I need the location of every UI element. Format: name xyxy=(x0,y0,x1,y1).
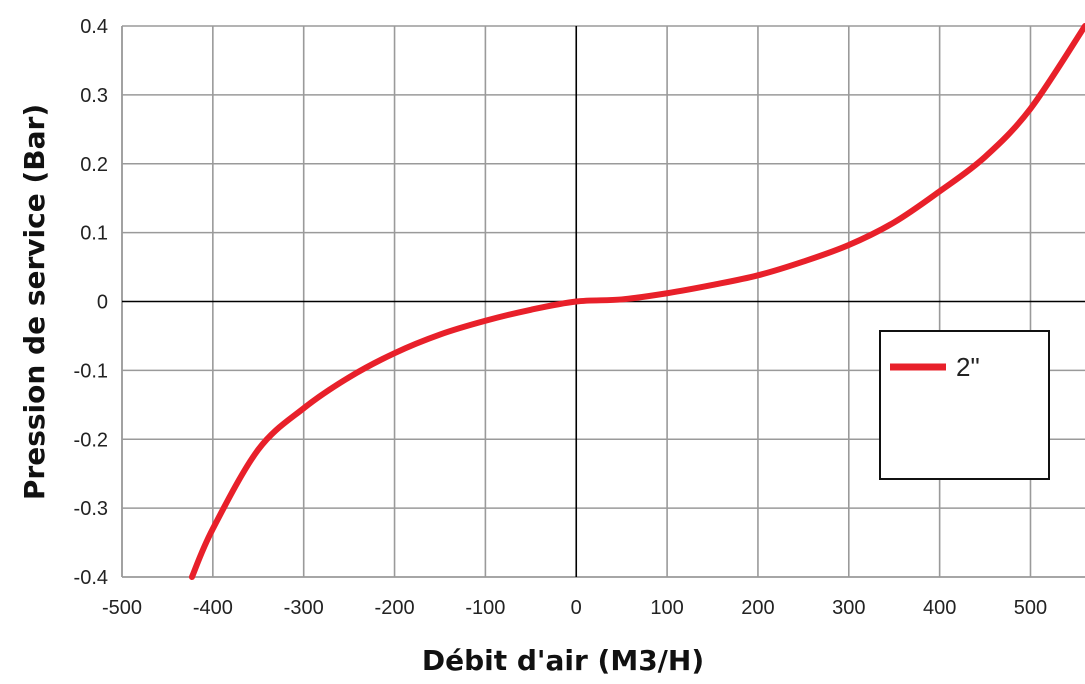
legend-label-2in: 2" xyxy=(956,352,980,382)
x-axis-title: Débit d'air (M3/H) xyxy=(422,644,704,677)
y-tick-label: 0.3 xyxy=(80,85,108,107)
y-tick-label: -0.3 xyxy=(74,498,108,520)
x-tick-label: 200 xyxy=(741,597,774,619)
x-tick-label: 100 xyxy=(650,597,683,619)
y-tick-label: -0.4 xyxy=(74,567,108,589)
x-tick-label: -500 xyxy=(102,597,142,619)
y-tick-label: -0.2 xyxy=(74,429,108,451)
series-layer xyxy=(188,23,1085,580)
x-tick-label: -200 xyxy=(375,597,415,619)
x-tick-label: -400 xyxy=(193,597,233,619)
y-tick-label: 0 xyxy=(97,292,108,314)
y-tick-label: 0.4 xyxy=(80,16,108,38)
x-tick-label: -100 xyxy=(465,597,505,619)
tick-labels: -500 -400 -300 -200 -100 0 100 200 300 400 500 0.4 0… xyxy=(74,16,1048,619)
y-axis-title: Pression de service (Bar) xyxy=(18,104,51,500)
x-tick-label: 0 xyxy=(571,597,582,619)
x-tick-label: 300 xyxy=(832,597,865,619)
y-tick-label: 0.1 xyxy=(80,223,108,245)
legend-box xyxy=(879,330,1050,480)
x-tick-label: 400 xyxy=(923,597,956,619)
legend: 2" xyxy=(879,330,1050,480)
series-line-0 xyxy=(188,23,1085,580)
x-tick-label: -300 xyxy=(284,597,324,619)
y-tick-label: -0.1 xyxy=(74,360,108,382)
x-tick-label: 500 xyxy=(1014,597,1047,619)
y-tick-label: 0.2 xyxy=(80,154,108,176)
